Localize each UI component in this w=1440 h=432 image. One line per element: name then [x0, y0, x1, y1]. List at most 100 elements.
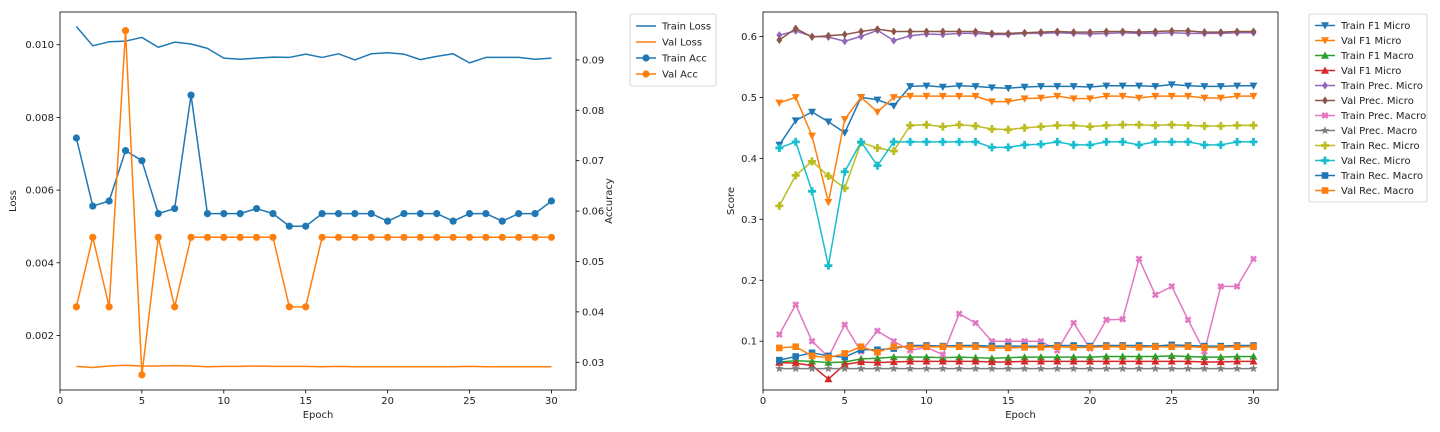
data-point — [775, 331, 783, 338]
data-point — [531, 210, 539, 218]
data-point — [775, 143, 784, 152]
data-point — [1036, 353, 1045, 361]
data-point — [791, 359, 800, 367]
y-axis-right-tick-label: 0.04 — [582, 307, 604, 318]
data-point — [906, 83, 915, 91]
x-tick-label: 20 — [381, 396, 394, 407]
data-point — [1233, 82, 1242, 90]
data-point — [922, 92, 931, 101]
legend-label: Train Loss — [661, 22, 711, 33]
data-point — [1020, 83, 1029, 91]
data-point — [1135, 352, 1144, 360]
data-point — [824, 261, 833, 270]
data-point — [1184, 316, 1192, 324]
data-point — [1102, 352, 1111, 360]
series-val-rec-micro — [775, 137, 1258, 270]
data-point — [955, 357, 964, 365]
data-point — [465, 233, 474, 241]
data-point — [236, 210, 244, 218]
y-axis-left-tick-label: 0.002 — [25, 331, 54, 342]
data-point — [1069, 364, 1078, 373]
data-point — [1200, 83, 1209, 91]
data-point — [1168, 282, 1176, 290]
data-point — [889, 94, 898, 102]
data-point — [1151, 92, 1160, 101]
data-point — [1200, 140, 1209, 149]
x-tick-label: 30 — [545, 396, 558, 407]
data-point — [1004, 364, 1013, 373]
data-point — [1070, 28, 1077, 37]
data-point — [938, 92, 947, 101]
data-point — [1184, 92, 1193, 101]
data-point — [1249, 121, 1258, 130]
data-point — [889, 357, 898, 366]
data-point — [252, 233, 261, 241]
legend-label: Val Prec. Micro — [1341, 96, 1414, 107]
data-point — [857, 137, 866, 146]
data-point — [400, 233, 408, 241]
legend-entry-train-prec-macro: Train Prec. Macro — [1315, 111, 1426, 122]
data-point — [1152, 27, 1159, 36]
legend-entry-train-rec-macro: Train Rec. Macro — [1315, 171, 1423, 182]
data-point — [808, 352, 816, 360]
data-point — [449, 233, 457, 241]
data-point — [1167, 137, 1176, 146]
x-tick-label: 20 — [1084, 396, 1097, 407]
legend-entry-val-prec-macro: Val Prec. Macro — [1315, 126, 1417, 137]
data-point — [955, 364, 964, 373]
data-point — [791, 171, 800, 180]
data-point — [171, 204, 179, 213]
y-axis-tick-label: 0.4 — [741, 154, 757, 165]
data-point — [1053, 357, 1062, 365]
data-point — [987, 84, 996, 92]
data-point — [938, 364, 948, 373]
data-point — [809, 32, 816, 41]
loss-accuracy-chart: 0 5 10 15 20 25 30 Epoch 0.002 0.004 0.006 0.008 0.0… — [8, 11, 717, 421]
y-axis-tick-label: 0.6 — [741, 32, 757, 43]
data-point — [1070, 319, 1078, 327]
data-point — [889, 353, 898, 361]
data-point — [1069, 140, 1078, 149]
data-point — [890, 36, 897, 45]
legend-label: Train Rec. Micro — [1340, 141, 1420, 152]
data-point — [433, 233, 441, 241]
data-point — [105, 197, 113, 205]
plot-frame — [59, 11, 577, 391]
data-point — [1233, 282, 1241, 290]
data-point — [939, 351, 947, 359]
data-point — [971, 137, 980, 146]
data-point — [840, 167, 849, 176]
y-axis-right-tick-label: 0.08 — [582, 106, 604, 117]
legend-entry-train-loss: Train Loss — [636, 22, 711, 33]
data-point — [808, 357, 817, 365]
data-point — [955, 92, 964, 101]
legend-box — [629, 13, 717, 87]
x-tick-label: 25 — [1165, 396, 1178, 407]
x-tick-label: 15 — [1002, 396, 1015, 407]
legend-entry-val-f1-micro: Val F1 Micro — [1315, 66, 1401, 77]
data-point — [1053, 364, 1062, 373]
legend-marker — [642, 54, 650, 62]
y-axis-left-tick-label: 0.008 — [25, 113, 54, 124]
data-point — [841, 30, 848, 39]
data-point — [1085, 140, 1094, 149]
data-point — [792, 353, 799, 360]
legend-marker — [1321, 51, 1329, 59]
data-point — [449, 217, 457, 225]
data-point — [922, 120, 931, 129]
data-point — [1134, 364, 1144, 373]
data-point — [988, 344, 996, 352]
legend-label: Val Acc — [662, 70, 698, 81]
data-point — [907, 27, 914, 36]
data-point — [922, 137, 931, 146]
data-point — [547, 233, 556, 241]
data-point — [318, 210, 326, 218]
data-point — [433, 210, 441, 218]
data-point — [1119, 343, 1126, 351]
data-point — [1036, 357, 1045, 365]
data-point — [987, 98, 996, 106]
data-point — [873, 161, 882, 170]
data-point — [1119, 315, 1127, 323]
legend-label: Val Rec. Micro — [1341, 156, 1411, 167]
data-point — [1167, 92, 1176, 101]
